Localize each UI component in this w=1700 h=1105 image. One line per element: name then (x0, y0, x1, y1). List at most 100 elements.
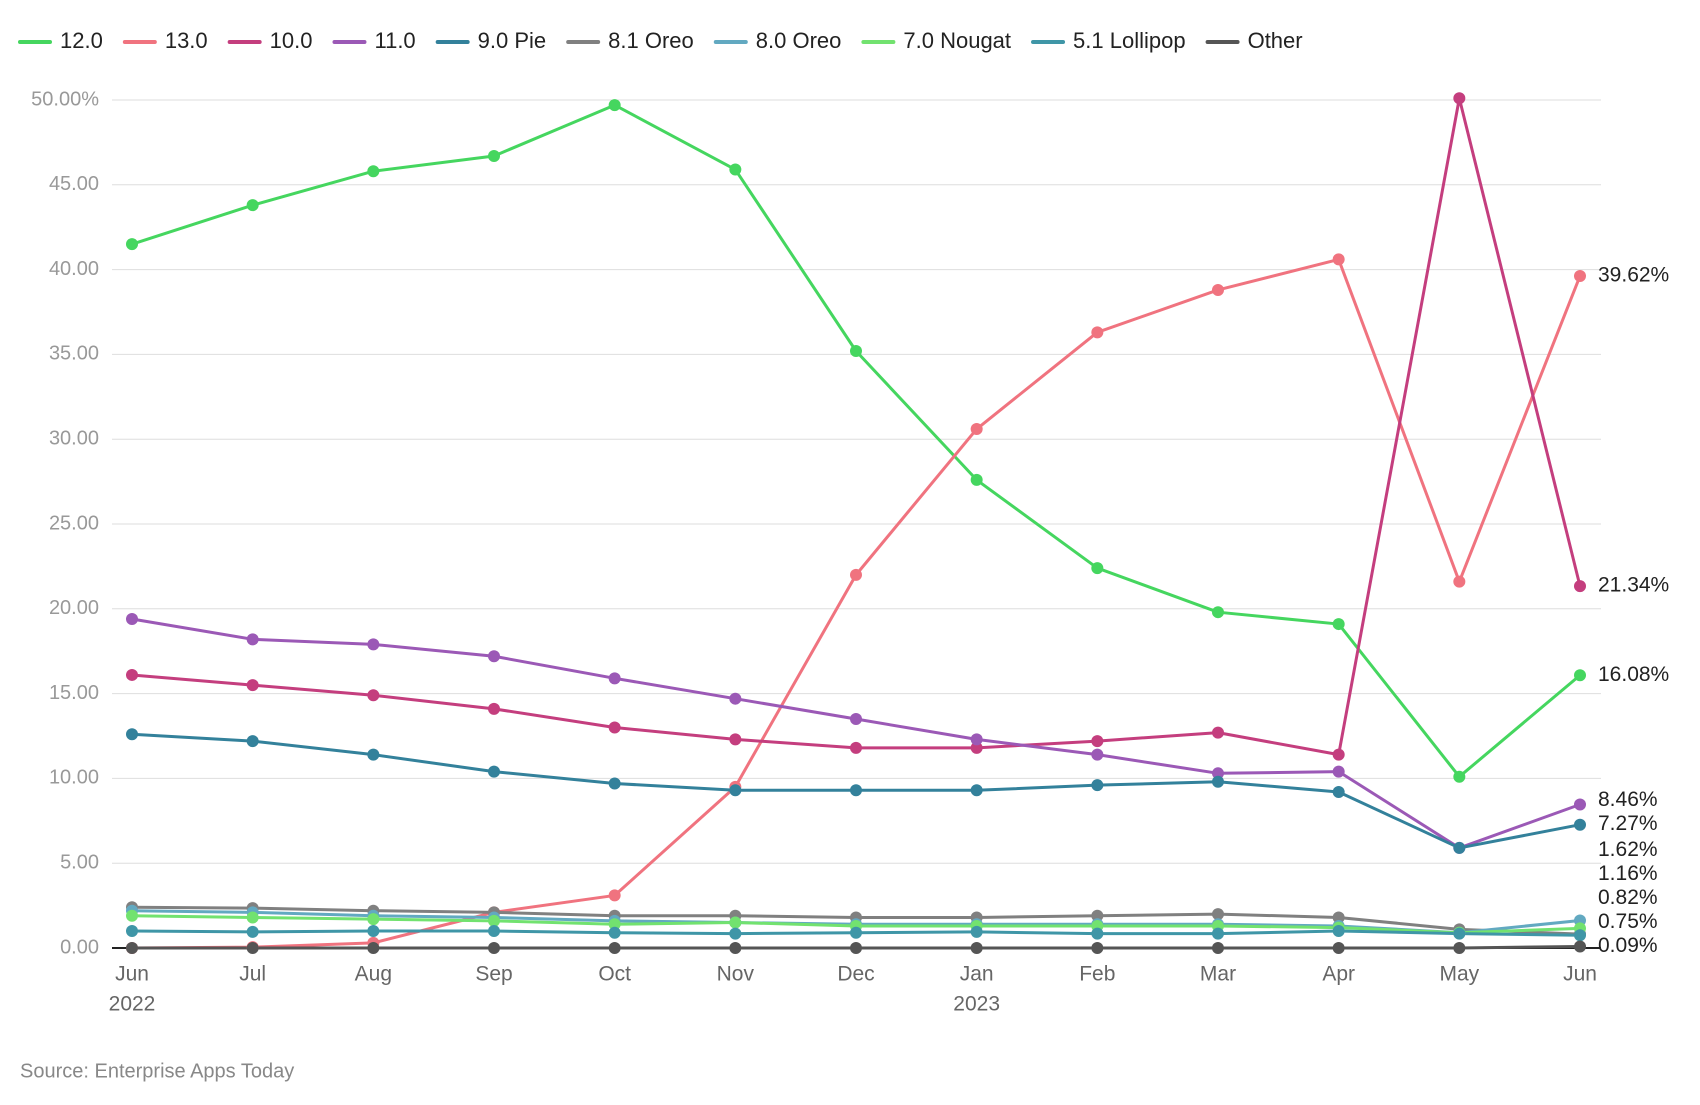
data-point (246, 735, 259, 748)
data-point (970, 473, 983, 486)
data-point (246, 911, 259, 924)
data-point (1574, 818, 1586, 831)
data-point (488, 765, 500, 778)
data-point (729, 692, 742, 705)
data-point (246, 633, 259, 646)
data-point (1212, 283, 1224, 296)
data-point (1453, 841, 1466, 854)
x-tick-label: Jan (960, 963, 994, 986)
data-point (1453, 575, 1466, 588)
x-tick-label: Jul (239, 963, 266, 986)
data-point (608, 672, 621, 685)
data-point (126, 612, 138, 625)
data-point (1574, 270, 1586, 283)
value-label: 16.08% (1598, 663, 1669, 686)
data-point (367, 748, 380, 761)
y-tick-label: 10.00 (49, 767, 99, 789)
source-note: Source: Enterprise Apps Today (20, 1060, 294, 1082)
data-point (970, 925, 983, 938)
data-point (1091, 927, 1104, 940)
legend-label: 11.0 (374, 28, 415, 53)
data-point (367, 689, 380, 702)
value-label: 8.46% (1598, 788, 1658, 811)
data-point (1332, 925, 1345, 938)
data-point (970, 423, 983, 436)
legend-label: 8.0 Oreo (756, 28, 842, 53)
legend-label: 5.1 Lollipop (1073, 28, 1186, 53)
value-label: 39.62% (1598, 264, 1669, 287)
data-point (126, 909, 138, 922)
y-tick-label: 20.00 (49, 597, 99, 619)
data-point (367, 638, 380, 651)
data-point (1091, 748, 1104, 761)
data-point (1212, 775, 1224, 788)
data-point (729, 942, 742, 954)
data-point (488, 925, 500, 938)
data-point (608, 99, 621, 112)
data-point (246, 942, 259, 954)
data-point (729, 163, 742, 176)
x-tick-label: Jun (1563, 963, 1597, 986)
legend-label: 13.0 (165, 28, 208, 53)
data-point (1332, 785, 1345, 798)
x-tick-label: Feb (1079, 963, 1115, 986)
data-point (608, 942, 621, 954)
x-tick-label: Apr (1322, 963, 1355, 986)
data-point (1574, 798, 1586, 811)
x-year-label: 2023 (953, 993, 1000, 1016)
data-point (1212, 726, 1224, 739)
y-tick-label: 0.00 (60, 936, 99, 958)
value-label: 7.27% (1598, 812, 1658, 835)
value-label: 1.16% (1598, 862, 1658, 885)
x-tick-label: Nov (717, 963, 755, 986)
y-tick-label: 25.00 (49, 512, 99, 534)
data-point (729, 784, 742, 797)
x-tick-label: Aug (355, 963, 392, 986)
data-point (367, 165, 380, 178)
value-label: 0.75% (1598, 910, 1658, 933)
data-point (970, 942, 983, 954)
legend-label: 8.1 Oreo (608, 28, 694, 53)
data-point (488, 149, 500, 162)
data-point (1212, 606, 1224, 619)
y-tick-label: 35.00 (49, 343, 99, 365)
data-point (1091, 735, 1104, 748)
data-point (126, 238, 138, 251)
data-point (1332, 748, 1345, 761)
x-tick-label: Sep (475, 963, 512, 986)
data-point (608, 918, 621, 931)
data-point (850, 784, 862, 797)
series-line (131, 103, 1581, 779)
data-point (1212, 927, 1224, 940)
x-tick-label: Jun (115, 963, 149, 986)
legend-label: 10.0 (270, 28, 313, 53)
data-point (608, 926, 621, 939)
y-tick-label: 5.00 (60, 851, 99, 873)
data-point (1332, 618, 1345, 631)
legend-label: 9.0 Pie (478, 28, 547, 53)
legend-label: 12.0 (60, 28, 103, 53)
legend-label: Other (1248, 28, 1303, 53)
series-line (131, 257, 1582, 950)
y-tick-label: 45.00 (49, 173, 99, 195)
value-label: 1.62% (1598, 838, 1658, 861)
data-point (850, 942, 862, 954)
data-point (850, 345, 862, 358)
data-point (488, 702, 500, 715)
data-point (1453, 927, 1466, 940)
data-point (488, 942, 500, 954)
data-point (126, 942, 138, 954)
data-point (970, 741, 983, 754)
data-point (367, 925, 380, 938)
data-point (1332, 253, 1345, 266)
data-point (1091, 909, 1104, 922)
value-label: 0.82% (1598, 886, 1658, 909)
y-tick-label: 50.00% (31, 88, 99, 110)
x-tick-label: Oct (598, 963, 631, 986)
x-tick-label: Dec (837, 963, 874, 986)
data-point (1332, 911, 1345, 924)
data-point (970, 784, 983, 797)
data-point (850, 568, 862, 581)
